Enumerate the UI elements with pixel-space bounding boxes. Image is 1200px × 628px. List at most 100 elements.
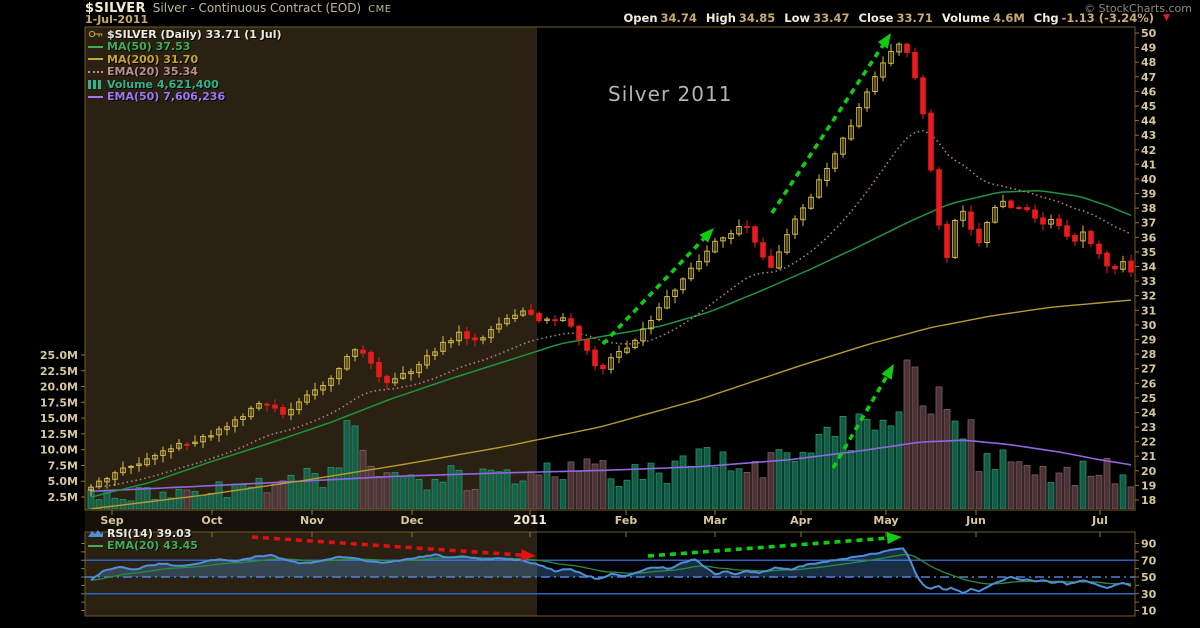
quote-item: Open 34.74 [624, 11, 697, 25]
svg-text:12.5M: 12.5M [40, 428, 78, 441]
legend-item: EMA(20) 43.45 [88, 539, 198, 553]
quote-item: Low 33.47 [784, 11, 849, 25]
quote-value: 4.6M [992, 11, 1025, 25]
svg-text:35: 35 [1141, 246, 1156, 259]
svg-text:Nov: Nov [300, 514, 325, 527]
legend-item: EMA(50) 7,606,236 [88, 90, 282, 104]
svg-text:90: 90 [1141, 538, 1157, 551]
legend-label: MA(50) 37.53 [107, 40, 191, 54]
quote-value: 34.85 [738, 11, 776, 25]
legend-item: $SILVER (Daily) 33.71 (1 Jul) [88, 28, 282, 41]
quote-value: 33.47 [813, 11, 850, 25]
key-icon [88, 29, 103, 39]
quote-bar: Open 34.74 High 34.85 Low 33.47 Close 33.71 Volu… [624, 11, 1154, 25]
rsi-panel-legend: RSI(14) 39.03 EMA(20) 43.45 [88, 527, 198, 552]
symbol-description: Silver - Continuous Contract (EOD) [152, 1, 362, 15]
svg-text:22: 22 [1141, 436, 1156, 449]
svg-text:22.5M: 22.5M [40, 365, 78, 378]
svg-text:Jun: Jun [965, 514, 986, 527]
svg-text:Sep: Sep [100, 514, 123, 527]
quote-item: Close 33.71 [859, 11, 933, 25]
exchange-label: CME [368, 4, 392, 15]
svg-text:31: 31 [1141, 304, 1156, 317]
svg-text:49: 49 [1141, 42, 1156, 55]
bars-icon [88, 79, 103, 89]
svg-text:37: 37 [1141, 217, 1156, 230]
svg-text:21: 21 [1141, 450, 1156, 463]
svg-text:Jul: Jul [1091, 514, 1108, 527]
quote-item: Volume 4.6M [942, 11, 1025, 25]
svg-text:28: 28 [1141, 348, 1156, 361]
svg-text:42: 42 [1141, 144, 1156, 157]
svg-text:50: 50 [1141, 571, 1157, 584]
svg-text:5.0M: 5.0M [48, 475, 78, 488]
quote-value: 34.74 [660, 11, 697, 25]
dots-icon [88, 70, 103, 73]
quote-label: High [705, 11, 736, 25]
svg-text:32: 32 [1141, 290, 1156, 303]
svg-text:36: 36 [1141, 231, 1157, 244]
svg-text:May: May [873, 514, 898, 527]
copyright-label: © StockCharts.com [1084, 2, 1192, 15]
svg-text:24: 24 [1141, 406, 1157, 419]
svg-text:29: 29 [1141, 333, 1156, 346]
svg-text:Dec: Dec [400, 514, 423, 527]
quote-value: 33.71 [896, 11, 933, 25]
svg-text:20: 20 [1141, 465, 1157, 478]
svg-text:47: 47 [1141, 71, 1156, 84]
svg-text:70: 70 [1141, 554, 1157, 567]
svg-text:50: 50 [1141, 27, 1157, 40]
quote-label: Volume [941, 11, 990, 25]
svg-text:23: 23 [1141, 421, 1156, 434]
legend-label: MA(200) 31.70 [107, 52, 199, 66]
svg-text:30: 30 [1141, 319, 1157, 332]
quote-label: Close [858, 11, 894, 25]
svg-text:34: 34 [1141, 261, 1157, 274]
legend-item: MA(50) 37.53 [88, 40, 282, 54]
svg-text:2011: 2011 [513, 513, 546, 527]
svg-text:46: 46 [1141, 85, 1157, 98]
line-icon [88, 544, 103, 547]
svg-text:45: 45 [1141, 100, 1156, 113]
line-icon [88, 45, 103, 48]
quote-label: Low [784, 11, 811, 25]
svg-text:10.0M: 10.0M [40, 444, 78, 457]
area-icon [88, 528, 103, 538]
svg-text:2.5M: 2.5M [48, 491, 78, 504]
quote-label: Open [623, 11, 658, 25]
svg-text:38: 38 [1141, 202, 1156, 215]
symbol-label: $SILVER [85, 1, 146, 16]
legend-label: EMA(20) 43.45 [107, 539, 198, 553]
legend-label: $SILVER (Daily) 33.71 (1 Jul) [107, 27, 282, 41]
svg-text:25: 25 [1141, 392, 1156, 405]
line-icon [88, 95, 103, 98]
date-label: 1-Jul-2011 [85, 13, 149, 26]
svg-text:48: 48 [1141, 56, 1156, 69]
quote-label: Chg [1033, 11, 1059, 25]
svg-text:41: 41 [1141, 158, 1156, 171]
annotation-title: Silver 2011 [608, 82, 733, 106]
legend-label: EMA(50) 7,606,236 [107, 90, 226, 104]
legend-item: Volume 4,621,400 [88, 78, 282, 91]
quote-item: Chg -1.13 (-3.24%) [1034, 11, 1154, 25]
legend-label: Volume 4,621,400 [107, 77, 219, 91]
svg-text:15.0M: 15.0M [40, 412, 78, 425]
legend-item: RSI(14) 39.03 [88, 527, 198, 540]
svg-text:44: 44 [1141, 115, 1157, 128]
svg-text:33: 33 [1141, 275, 1156, 288]
svg-text:27: 27 [1141, 363, 1156, 376]
svg-text:Apr: Apr [790, 514, 812, 527]
svg-text:Oct: Oct [201, 514, 222, 527]
svg-text:Feb: Feb [615, 514, 638, 527]
svg-text:17.5M: 17.5M [40, 396, 78, 409]
svg-text:19: 19 [1141, 479, 1156, 492]
svg-text:26: 26 [1141, 377, 1157, 390]
svg-text:18: 18 [1141, 494, 1156, 507]
svg-text:40: 40 [1141, 173, 1157, 186]
legend-item: EMA(20) 35.34 [88, 65, 282, 78]
legend-label: RSI(14) 39.03 [107, 526, 192, 540]
legend-item: MA(200) 31.70 [88, 53, 282, 66]
svg-text:Mar: Mar [703, 514, 727, 527]
